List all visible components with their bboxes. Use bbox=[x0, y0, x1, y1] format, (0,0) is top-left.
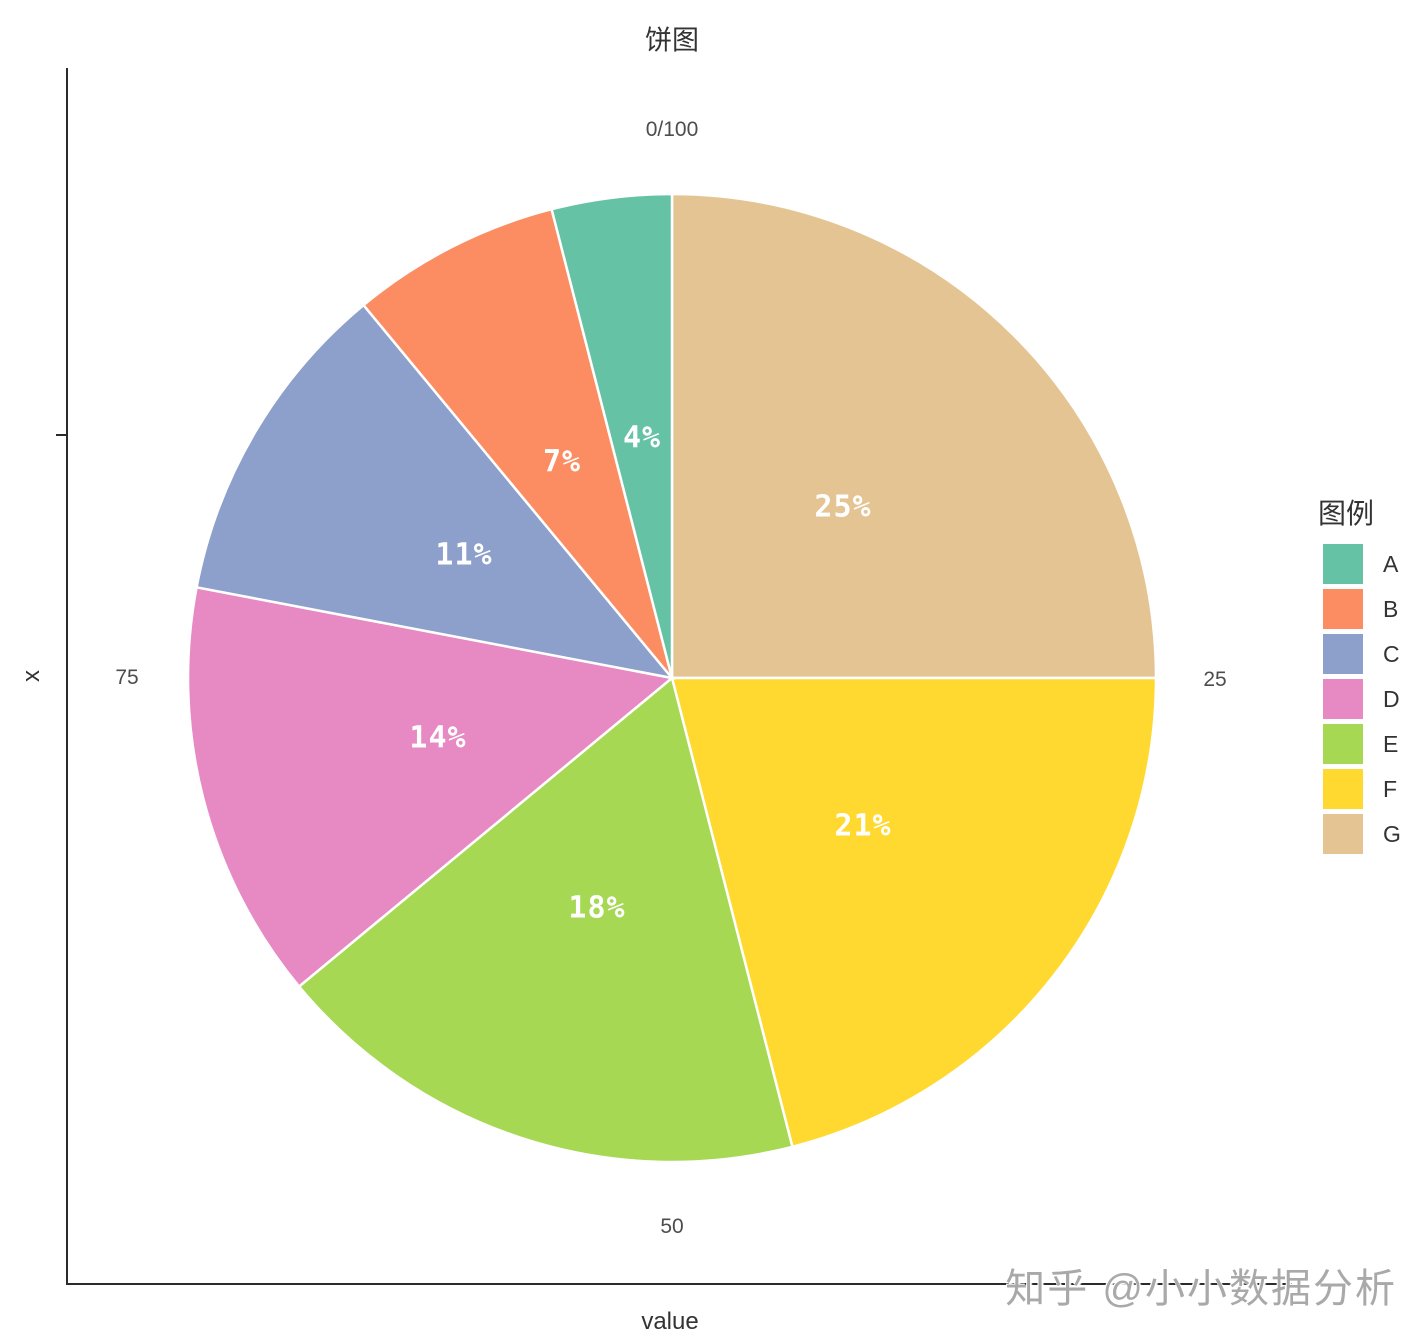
legend: 图例 A B C D E F G bbox=[1318, 492, 1401, 859]
legend-swatch-a-icon bbox=[1323, 544, 1363, 584]
legend-label: F bbox=[1383, 775, 1398, 802]
legend-label: A bbox=[1383, 550, 1399, 577]
slice-label-d: 14% bbox=[409, 720, 467, 756]
legend-label: C bbox=[1383, 640, 1400, 667]
slice-label-e: 18% bbox=[568, 890, 626, 926]
y-axis-title: x bbox=[18, 670, 45, 682]
legend-label: B bbox=[1383, 595, 1399, 622]
watermark: 知乎 @小小数据分析 bbox=[1005, 1267, 1397, 1311]
legend-item-e: E bbox=[1323, 724, 1401, 764]
theta-tick-bottom: 50 bbox=[660, 1215, 684, 1238]
legend-item-a: A bbox=[1323, 544, 1401, 584]
slice-label-a: 4% bbox=[622, 420, 662, 456]
chart-title: 饼图 bbox=[645, 25, 699, 56]
theta-tick-left: 75 bbox=[115, 666, 139, 689]
legend-swatch-b-icon bbox=[1323, 589, 1363, 629]
legend-swatch-d-icon bbox=[1323, 679, 1363, 719]
legend-swatch-g-icon bbox=[1323, 814, 1363, 854]
pie-slice-f bbox=[670, 676, 1158, 1149]
slice-label-f: 21% bbox=[834, 808, 892, 844]
pie-slice-d bbox=[186, 585, 675, 989]
legend-swatch-e-icon bbox=[1323, 724, 1363, 764]
x-axis-line bbox=[66, 1283, 1292, 1285]
y-axis-line bbox=[66, 68, 68, 1285]
pie-slice-c bbox=[195, 303, 676, 680]
slice-label-c: 11% bbox=[435, 537, 493, 573]
legend-item-f: F bbox=[1323, 769, 1401, 809]
slice-label-b: 7% bbox=[542, 444, 582, 480]
legend-label: G bbox=[1383, 820, 1401, 847]
legend-swatch-f-icon bbox=[1323, 769, 1363, 809]
legend-label: E bbox=[1383, 730, 1399, 757]
theta-tick-top: 0/100 bbox=[645, 118, 699, 141]
x-axis-title: value bbox=[641, 1308, 699, 1335]
theta-tick-right: 25 bbox=[1203, 668, 1227, 691]
legend-label: D bbox=[1383, 685, 1400, 712]
pie-slice-a bbox=[550, 192, 674, 679]
legend-item-d: D bbox=[1323, 679, 1401, 719]
legend-swatch-c-icon bbox=[1323, 634, 1363, 674]
y-axis-tick bbox=[56, 434, 66, 436]
pie-slice-g bbox=[670, 192, 1158, 680]
pie-slice-e bbox=[297, 675, 794, 1164]
legend-item-c: C bbox=[1323, 634, 1401, 674]
legend-item-b: B bbox=[1323, 589, 1401, 629]
pie-slice-b bbox=[361, 207, 674, 679]
slice-label-g: 25% bbox=[814, 489, 872, 525]
legend-item-g: G bbox=[1323, 814, 1401, 854]
legend-title: 图例 bbox=[1318, 498, 1375, 529]
